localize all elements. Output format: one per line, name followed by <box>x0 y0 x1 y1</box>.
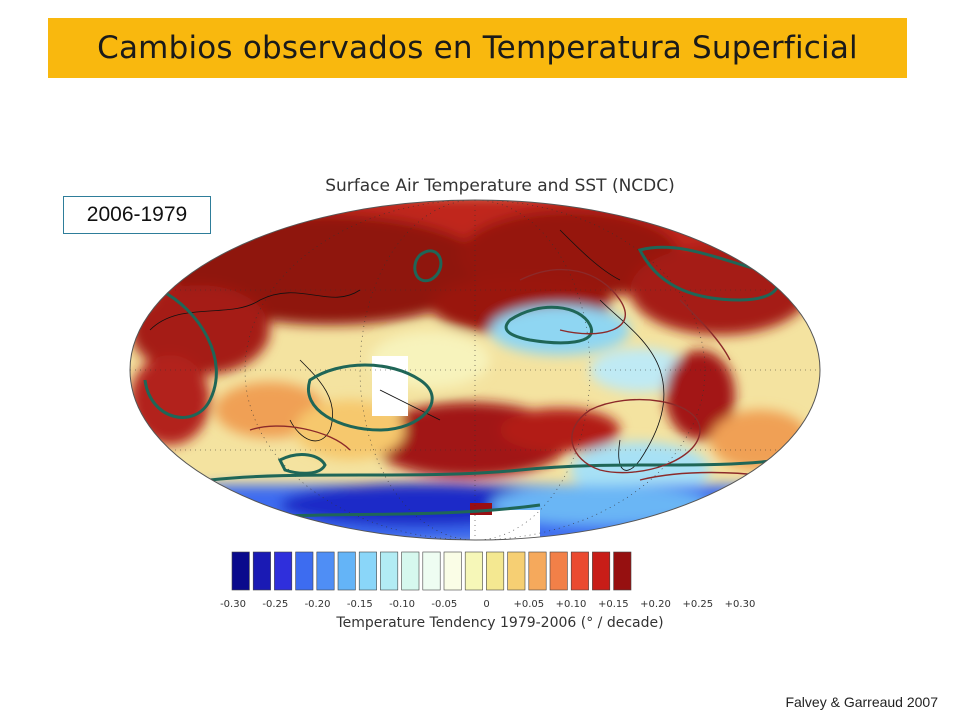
colorbar-swatch <box>443 551 462 591</box>
colorbar-tick-label: +0.15 <box>598 599 629 610</box>
colorbar-tick-label: -0.25 <box>262 599 288 610</box>
colorbar-swatch <box>337 551 356 591</box>
colorbar-swatch <box>358 551 377 591</box>
colorbar-swatch <box>592 551 611 591</box>
colorbar-swatch <box>570 551 589 591</box>
period-label: 2006-1979 <box>86 203 188 226</box>
colorbar-swatch <box>422 551 441 591</box>
colorbar-swatch <box>549 551 568 591</box>
colorbar-title: Temperature Tendency 1979-2006 (° / deca… <box>336 615 664 631</box>
colorbar-tick-label: +0.25 <box>682 599 713 610</box>
colorbar-tick-label: +0.10 <box>556 599 587 610</box>
colorbar-swatch <box>464 551 483 591</box>
colorbar-swatch <box>316 551 335 591</box>
colorbar-swatch <box>613 551 632 591</box>
colorbar-tick-label: -0.10 <box>389 599 415 610</box>
period-label-box: 2006-1979 <box>63 196 211 234</box>
colorbar: -0.30 -0.25 -0.20 -0.15 -0.10 -0.05 0 +0.05 +0.1… <box>220 551 756 610</box>
colorbar-swatch <box>231 551 250 591</box>
colorbar-swatch <box>528 551 547 591</box>
colorbar-tick-label: +0.30 <box>725 599 756 610</box>
colorbar-swatch <box>252 551 271 591</box>
colorbar-tick-label: -0.30 <box>220 599 246 610</box>
colorbar-tick-label: 0 <box>483 599 489 610</box>
slide-title: Cambios observados en Temperatura Superf… <box>97 30 858 66</box>
colorbar-tick-label: -0.20 <box>305 599 331 610</box>
colorbar-tick-label: +0.05 <box>513 599 544 610</box>
colorbar-swatch <box>401 551 420 591</box>
colorbar-swatch <box>486 551 505 591</box>
credit-text: Falvey & Garreaud 2007 <box>785 694 938 710</box>
colorbar-swatch <box>274 551 293 591</box>
globe-outline <box>129 199 821 541</box>
colorbar-tick-label: +0.20 <box>640 599 671 610</box>
colorbar-swatch <box>295 551 314 591</box>
colorbar-swatch <box>380 551 399 591</box>
map-title: Surface Air Temperature and SST (NCDC) <box>325 176 675 196</box>
colorbar-tick-label: -0.05 <box>431 599 457 610</box>
colorbar-tick-label: -0.15 <box>347 599 373 610</box>
map-field <box>130 200 820 540</box>
colorbar-swatch <box>507 551 526 591</box>
slide-title-banner: Cambios observados en Temperatura Superf… <box>48 18 907 78</box>
